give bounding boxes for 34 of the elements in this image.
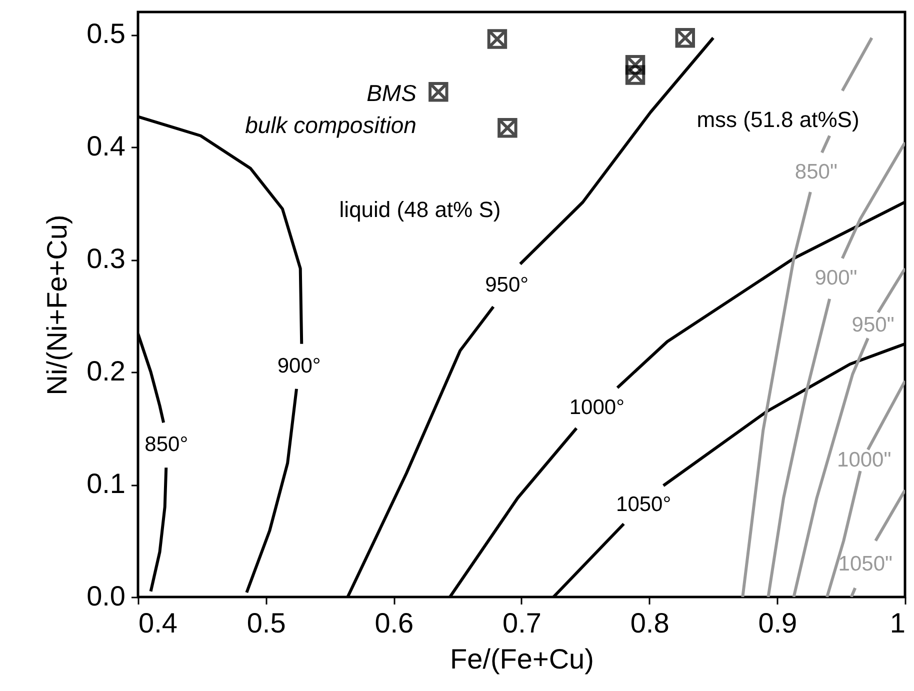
annotation: liquid (48 at% S) [339, 197, 501, 222]
point [625, 65, 646, 85]
annotation: mss (51.8 at%S) [696, 107, 860, 132]
point [498, 118, 518, 138]
x-tick-label: 0.4 [138, 608, 178, 638]
y-tick-label: 0.3 [86, 243, 126, 274]
series-label: 900° [277, 354, 321, 378]
series-label: 1050" [838, 552, 892, 576]
y-tick-label: 0.0 [86, 580, 126, 612]
series-label: BMS bulk composition [245, 80, 418, 138]
series-label: 1050° [616, 492, 672, 516]
x-tick-label: 1 [890, 608, 906, 638]
series-label: 950° [485, 273, 529, 296]
y-tick-label: 0.4 [86, 130, 126, 162]
series-label: 900" [814, 266, 858, 290]
series-label: 950" [852, 313, 894, 336]
x-tick-label: 0.5 [246, 608, 286, 638]
x-axis-title: Fe/(Fe+Cu) [450, 644, 594, 674]
series-label: 1000° [569, 396, 624, 419]
series-label: 1000" [837, 448, 892, 472]
y-tick-label: 0.5 [86, 18, 126, 49]
x-tick-label: 0.7 [502, 608, 542, 638]
y-tick-label: 0.1 [86, 468, 126, 499]
point [625, 55, 646, 75]
series-label: 850° [144, 433, 188, 456]
y-tick-label: 0.2 [86, 356, 126, 386]
series-label: 850" [794, 160, 838, 184]
x-tick-label: 0.9 [758, 608, 798, 638]
x-tick-label: 0.8 [630, 608, 670, 638]
point [428, 82, 448, 102]
x-tick-label: 0.6 [374, 608, 414, 638]
point [487, 29, 508, 49]
y-axis-title: Ni/(Ni+Fe+Cu) [42, 214, 73, 396]
point [675, 28, 695, 48]
